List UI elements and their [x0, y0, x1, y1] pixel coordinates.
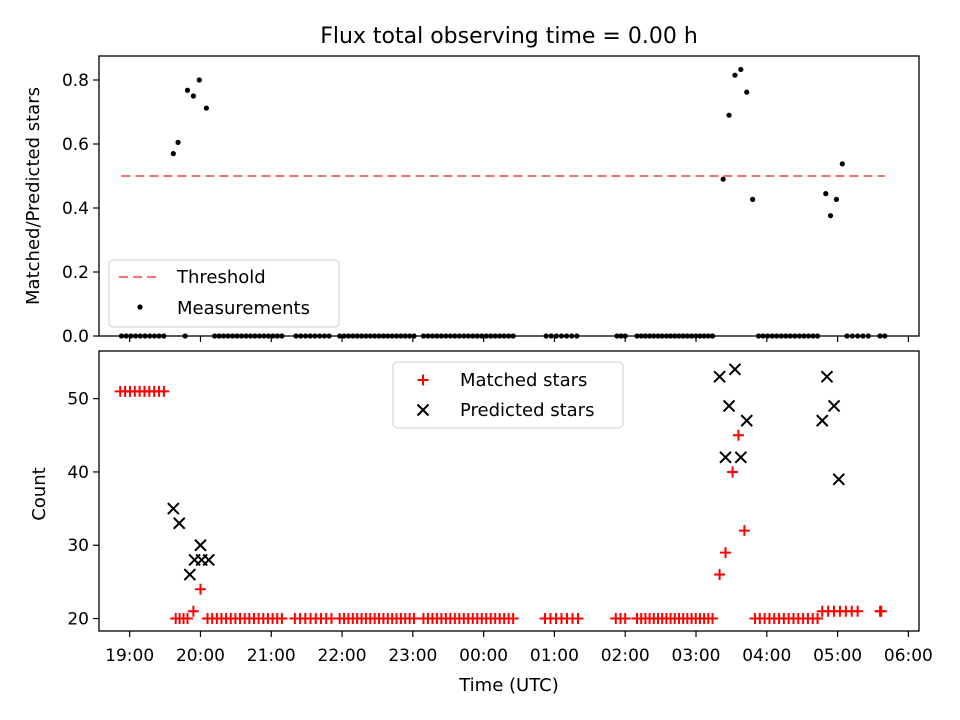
- y-tick-label: 30: [67, 536, 89, 556]
- measurement-point: [203, 105, 209, 111]
- matched-star-marker: [852, 605, 864, 617]
- predicted-star-marker: [202, 553, 215, 567]
- predicted-star-marker: [173, 517, 186, 530]
- predicted-star-marker: [740, 414, 753, 427]
- predicted-stars-legend-marker: [416, 403, 430, 417]
- y-tick-label: 0.2: [62, 263, 89, 283]
- predicted-star-marker: [820, 370, 834, 383]
- x-tick-label: 20:00: [176, 646, 225, 666]
- measurement-point: [732, 72, 738, 78]
- measurements-legend-label: Measurements: [177, 298, 310, 319]
- x-tick-label: 23:00: [388, 646, 437, 666]
- predicted-star-marker: [722, 399, 736, 413]
- matched-star-marker: [572, 613, 584, 625]
- measurement-point: [726, 112, 732, 118]
- count-panel: 19:00 20:00 21:00 22:00 23:00 00:00 01:00 02:00…: [29, 350, 933, 666]
- measurement-point: [827, 213, 834, 219]
- ratio-axes-frame: [98, 55, 920, 337]
- matched-stars-legend-swatch: [417, 374, 429, 386]
- x-tick-label: 03:00: [672, 646, 721, 666]
- x-tick-label: 06:00: [884, 646, 933, 666]
- matched-star-marker: [158, 385, 170, 397]
- ratio-panel: 0.00.20.40.60.8 Matched/Predicted stars …: [23, 55, 920, 347]
- count-legend: Matched stars Predicted stars: [392, 361, 624, 429]
- figure-title: Flux total observing time = 0.00 h: [320, 24, 698, 49]
- matched-star-marker: [875, 605, 887, 617]
- measurement-point: [175, 139, 181, 145]
- predicted-stars-legend-label: Predicted stars: [460, 400, 594, 421]
- measurement-point: [833, 196, 840, 202]
- x-tick-label: 19:00: [105, 646, 154, 666]
- matched-star-marker: [187, 605, 199, 617]
- predicted-star-marker: [167, 502, 180, 515]
- ratio-legend: Threshold Measurements: [108, 259, 340, 328]
- matched-stars-legend-marker: [417, 374, 429, 386]
- y-tick-label: 50: [67, 390, 89, 410]
- measurement-point: [184, 87, 191, 93]
- matched-star-marker: [732, 429, 744, 441]
- x-tick-label: 05:00: [813, 646, 862, 666]
- count-y-label: Count: [29, 467, 50, 520]
- predicted-star-marker: [832, 473, 845, 486]
- matched-star-marker: [408, 613, 420, 625]
- predicted-star-marker: [719, 451, 732, 464]
- matched-star-marker: [194, 583, 206, 595]
- measurement-point: [744, 89, 750, 95]
- x-tick-label: 04:00: [742, 646, 791, 666]
- predicted-star-marker: [816, 414, 829, 427]
- measurement-point: [823, 191, 829, 197]
- x-tick-label: 01:00: [530, 646, 579, 666]
- measurement-point: [738, 66, 744, 73]
- predicted-star-marker: [194, 539, 207, 552]
- x-axis-label: Time (UTC): [458, 675, 559, 696]
- matched-star-marker: [812, 613, 824, 625]
- y-tick-label: 0.0: [62, 327, 89, 347]
- ratio-legend-box: [108, 259, 340, 328]
- count-legend-box: [392, 361, 624, 429]
- measurement-point: [839, 161, 845, 167]
- predicted-star-marker: [827, 399, 841, 413]
- measurement-point: [190, 93, 196, 99]
- matched-star-marker: [738, 525, 750, 537]
- ratio-y-label: Matched/Predicted stars: [23, 87, 44, 305]
- measurements-legend-swatch: [137, 304, 143, 310]
- x-tick-label: 02:00: [601, 646, 650, 666]
- x-tick-label: 21:00: [247, 646, 296, 666]
- measurement-point: [750, 196, 756, 202]
- matched-star-marker: [727, 466, 739, 478]
- y-tick-label: 0.8: [62, 71, 89, 91]
- matched-star-marker: [276, 613, 288, 625]
- y-tick-label: 20: [67, 610, 89, 630]
- x-tick-label: 22:00: [318, 646, 367, 666]
- y-tick-label: 0.4: [62, 199, 89, 219]
- matched-star-marker: [507, 613, 519, 625]
- predicted-star-marker: [734, 451, 748, 464]
- predicted-star-marker: [713, 370, 726, 383]
- matched-star-marker: [707, 613, 719, 625]
- measurement-point: [196, 77, 202, 83]
- predicted-star-marker: [728, 363, 742, 376]
- y-tick-label: 0.6: [62, 135, 89, 155]
- matched-star-marker: [720, 547, 732, 559]
- x-tick-label: 00:00: [459, 646, 508, 666]
- threshold-legend-label: Threshold: [176, 267, 266, 288]
- predicted-star-marker: [183, 568, 197, 581]
- measurement-point: [720, 176, 726, 182]
- measurement-point: [170, 151, 176, 157]
- matched-star-marker: [714, 569, 726, 581]
- matched-star-marker: [181, 613, 193, 625]
- y-tick-label: 40: [67, 463, 89, 483]
- predicted-stars-legend-swatch: [416, 403, 430, 417]
- count-axes-frame: [98, 350, 920, 632]
- matched-stars-legend-label: Matched stars: [460, 370, 587, 391]
- matched-star-marker: [619, 613, 631, 625]
